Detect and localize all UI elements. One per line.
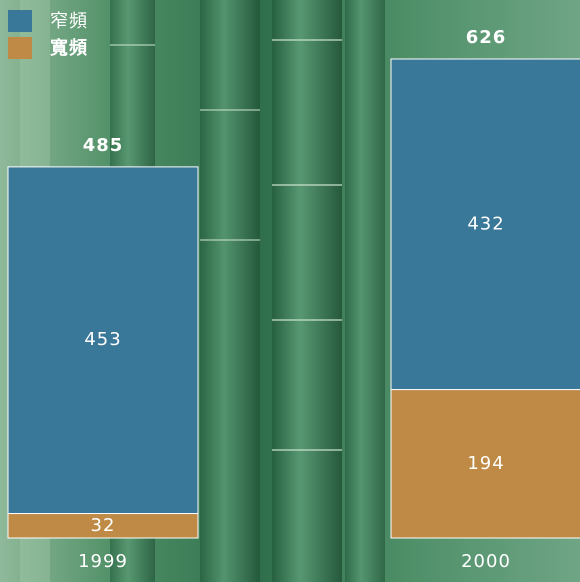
total-label: 485 — [83, 135, 124, 156]
bar-segment — [390, 58, 580, 391]
data-label: 32 — [91, 515, 116, 536]
data-label: 453 — [84, 329, 121, 350]
bar-segment — [7, 166, 199, 515]
legend-swatch — [8, 37, 32, 59]
legend-label: 寬頻 — [49, 37, 88, 59]
data-label: 432 — [467, 213, 504, 234]
x-tick-label: 2000 — [461, 551, 511, 572]
legend-label: 窄頻 — [50, 11, 88, 32]
x-tick-label: 1999 — [78, 551, 128, 572]
data-label: 194 — [467, 453, 504, 474]
legend-swatch — [8, 10, 32, 32]
total-label: 626 — [466, 27, 507, 48]
bar-segment — [390, 389, 580, 539]
